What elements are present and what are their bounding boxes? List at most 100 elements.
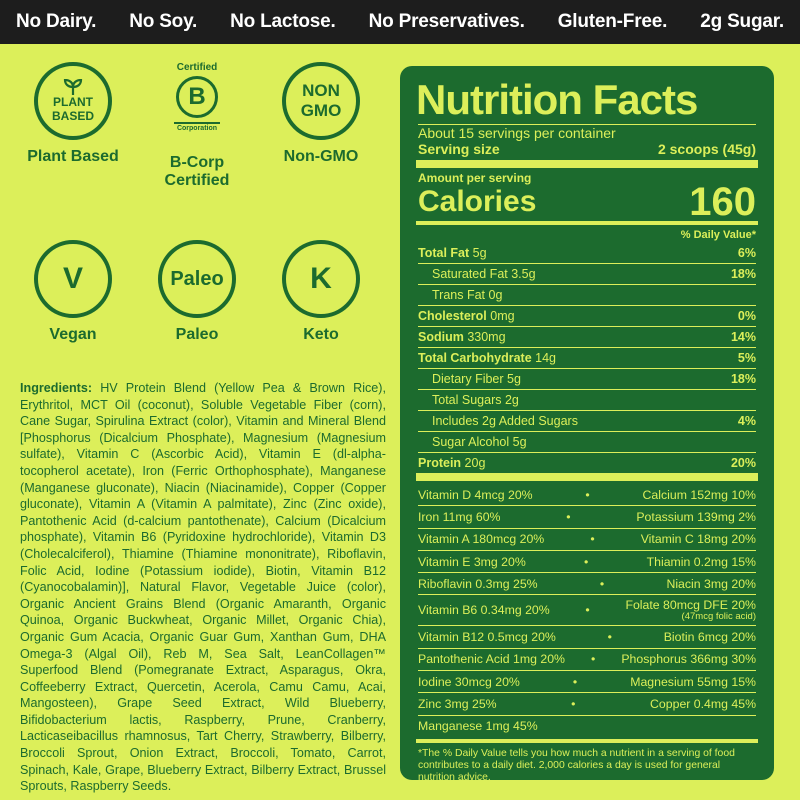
vitamin-left: Vitamin B12 0.5mcg 20% [418,630,556,645]
vitamin-row: Pantothenic Acid 1mg 20% • Phosphorus 366m… [418,647,756,670]
nutrient-row: Trans Fat 0g [418,284,756,305]
leaf-icon [63,79,83,95]
nutrient-row: Sodium 330mg 14% [418,326,756,347]
vitamin-row: Iodine 30mcg 20% • Magnesium 55mg 15% [418,670,756,692]
vitamin-right: Niacin 3mg 20% [666,576,756,591]
vitamin-left: Zinc 3mg 25% [418,697,497,712]
bullet-icon: • [590,532,595,547]
nutrition-facts-title: Nutrition Facts [416,76,698,123]
vitamin-right: Biotin 6mcg 20% [663,630,756,645]
bullet-icon: • [572,674,578,689]
badge-label: B-Corp Certified [164,154,230,189]
bcorp-logo: Certified B Corporation [158,62,236,146]
bullet-icon: • [585,487,590,502]
vitamin-right: Folate 80mcg DFE 20% (47mcg folic acid) [625,598,756,623]
vitamin-row: Manganese 1mg 45% [418,714,756,737]
badge-bcorp: Certified B Corporation B-Corp Certified [142,62,252,190]
ingredients-text: HV Protein Blend (Yellow Pea & Brown Ric… [20,381,386,794]
badge-label: Plant Based [27,148,119,165]
nutrient-dv: 0% [737,309,756,323]
vitamin-left: Pantothenic Acid 1mg 20% [418,652,565,667]
vitamin-left: Vitamin A 180mcg 20% [418,532,545,547]
claim-no-preservatives: No Preservatives. [368,11,525,32]
bullet-icon: • [607,630,612,645]
vitamin-rows: Vitamin D 4mcg 20% • Calcium 152mg 10% Iron… [418,484,756,737]
serving-size-row: Serving size 2 scoops (45g) [418,141,756,157]
nutrient-row: Total Sugars 2g [418,389,756,410]
nutrient-row: Sugar Alcohol 5g [418,431,756,452]
vitamin-right: Thiamin 0.2mg 15% [646,554,756,569]
bullet-icon: • [585,603,590,618]
badge-plant-based: PLANT BASED Plant Based [18,62,128,166]
ingredients-list: Ingredients: HV Protein Blend (Yellow Pe… [20,380,386,795]
vitamin-right: Phosphorus 366mg 30% [621,652,756,667]
vitamin-right: Copper 0.4mg 45% [650,697,756,712]
nutrient-row: Cholesterol 0mg 0% [418,305,756,326]
vitamin-left: Iodine 30mcg 20% [418,674,520,689]
nutrient-dv: 6% [737,246,756,260]
nutrient-dv: 4% [737,414,756,428]
vegan-icon: V [34,240,112,318]
vitamin-row: Zinc 3mg 25% • Copper 0.4mg 45% [418,692,756,714]
nutrient-dv: 18% [730,372,756,386]
bullet-icon: • [584,554,589,569]
vitamin-left: Vitamin B6 0.34mg 20% [418,603,550,618]
claim-no-lactose: No Lactose. [230,11,336,32]
nutrient-name: Cholesterol 0mg [418,309,515,323]
nutrient-name: Dietary Fiber 5g [432,372,521,386]
servings-per-container: About 15 servings per container [418,125,616,141]
keto-icon: K [282,240,360,318]
b-letter-icon: B [176,76,218,118]
amount-per-serving: Amount per serving [418,171,532,185]
nutrient-name: Protein 20g [418,456,486,470]
vitamin-right: Potassium 139mg 2% [636,509,756,524]
vitamin-left: Iron 11mg 60% [418,509,501,524]
nutrient-name: Total Fat 5g [418,246,487,260]
vitamin-left: Manganese 1mg 45% [418,719,538,734]
nutrient-row: Dietary Fiber 5g 18% [418,368,756,389]
plant-based-icon: PLANT BASED [34,62,112,140]
non-gmo-icon: NON GMO [282,62,360,140]
claims-bar: No Dairy. No Soy. No Lactose. No Preserv… [0,0,800,44]
vitamin-row: Vitamin A 180mcg 20% • Vitamin C 18mg 20% [418,527,756,550]
nutrient-dv: 18% [730,267,756,281]
badge-label: Vegan [49,326,97,343]
bullet-icon: • [566,509,571,524]
claim-gluten-free: Gluten-Free. [557,11,668,32]
nutrient-name: Total Sugars 2g [432,393,519,407]
ingredients-label: Ingredients: [20,381,93,395]
vitamin-left: Riboflavin 0.3mg 25% [418,576,538,591]
nutrient-name: Sugar Alcohol 5g [432,435,527,449]
vitamin-row: Vitamin B6 0.34mg 20% • Folate 80mcg DFE 2… [418,594,756,625]
calories-row: Calories 160 [418,180,756,224]
nutrient-name: Total Carbohydrate 14g [418,351,557,365]
claim-no-dairy: No Dairy. [16,11,97,32]
nutrient-dv: 20% [730,456,756,470]
badge-vegan: V Vegan [18,240,128,344]
vitamin-row: Vitamin B12 0.5mcg 20% • Biotin 6mcg 20% [418,625,756,647]
daily-value-header: % Daily Value* [680,229,756,241]
badge-label: Paleo [175,326,219,343]
claim-sugar: 2g Sugar. [700,11,784,32]
vitamin-row: Iron 11mg 60% • Potassium 139mg 2% [418,505,756,527]
bullet-icon: • [599,576,605,591]
nutrient-name: Sodium 330mg [418,330,506,344]
vitamin-left: Vitamin D 4mcg 20% [418,487,533,502]
nutrient-dv: 5% [737,351,756,365]
badge-label: Keto [303,326,339,343]
nutrient-name: Trans Fat 0g [432,288,503,302]
vitamin-row: Riboflavin 0.3mg 25% • Niacin 3mg 20% [418,572,756,594]
badge-non-gmo: NON GMO Non-GMO [266,62,376,166]
nutrient-name: Includes 2g Added Sugars [432,414,578,428]
vitamin-row: Vitamin E 3mg 20% • Thiamin 0.2mg 15% [418,549,756,572]
nutrient-row: Includes 2g Added Sugars 4% [418,410,756,431]
nutrient-dv: 14% [730,330,756,344]
nutrient-name: Saturated Fat 3.5g [432,267,536,281]
nutrient-rows: Total Fat 5g 6% Saturated Fat 3.5g 18% Trans… [418,243,756,473]
bullet-icon: • [571,697,576,712]
nutrient-row: Saturated Fat 3.5g 18% [418,263,756,284]
vitamin-left: Vitamin E 3mg 20% [418,554,526,569]
badge-paleo: Paleo Paleo [142,240,252,344]
badge-keto: K Keto [266,240,376,344]
vitamin-row: Vitamin D 4mcg 20% • Calcium 152mg 10% [418,484,756,505]
